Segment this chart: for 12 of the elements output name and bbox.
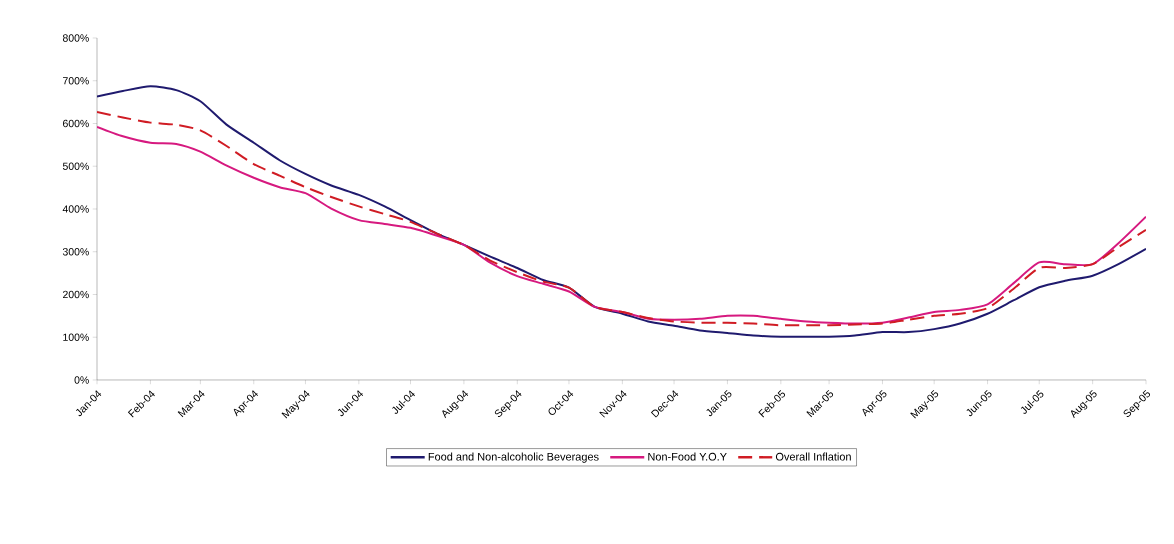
y-tick-label: 100% — [63, 333, 89, 341]
legend-label: Overall Inflation — [775, 452, 851, 461]
y-tick-label: 0% — [74, 376, 89, 384]
y-tick-label: 700% — [63, 77, 89, 85]
y-tick-label: 500% — [62, 162, 89, 170]
y-tick-label: 800% — [62, 34, 89, 42]
y-tick-label: 400% — [62, 205, 89, 213]
legend-label: Non-Food Y.O.Y — [648, 452, 727, 461]
y-tick-label: 300% — [62, 248, 89, 256]
y-tick-label: 600% — [63, 119, 89, 128]
y-tick-label: 200% — [63, 290, 89, 299]
legend-label: Food and Non-alcoholic Beverages — [428, 452, 599, 463]
